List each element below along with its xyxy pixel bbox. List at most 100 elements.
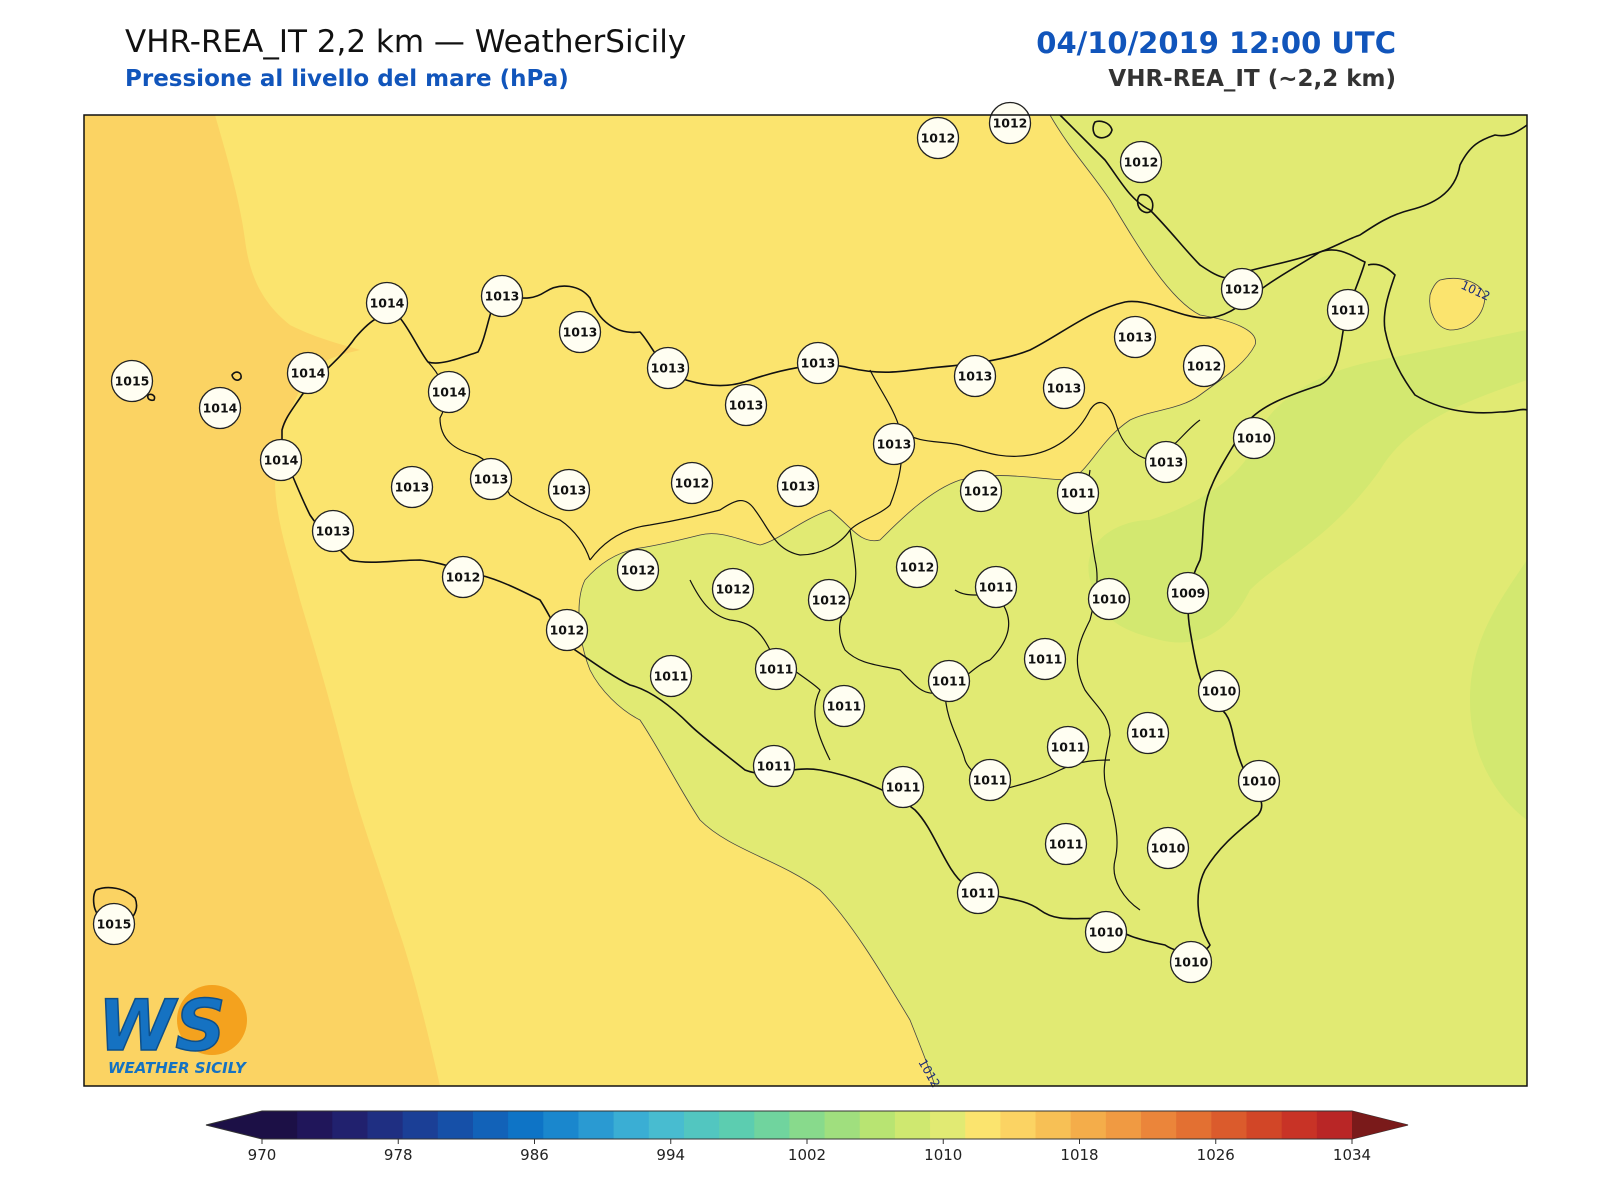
station-value: 1011 (1049, 837, 1084, 852)
station-marker: 1015 (110, 359, 154, 403)
station-value: 1014 (264, 453, 299, 468)
station-value: 1014 (370, 296, 405, 311)
station-marker: 1014 (259, 438, 303, 482)
aeolian-island-2 (1136, 193, 1154, 214)
station-circle (1084, 910, 1128, 954)
station-circle (259, 438, 303, 482)
station-marker: 1012 (616, 548, 660, 592)
station-circle (547, 468, 591, 512)
west-island-1 (231, 371, 242, 381)
station-circle (1087, 577, 1131, 621)
station-value: 1013 (729, 398, 764, 413)
station-circle (1144, 440, 1188, 484)
station-circle (1119, 140, 1163, 184)
station-marker: 1013 (1144, 440, 1188, 484)
station-circle (110, 359, 154, 403)
station-marker: 1013 (1042, 366, 1086, 410)
station-circle (441, 555, 485, 599)
station-marker: 1012 (545, 608, 589, 652)
aeolian-island-1 (1092, 120, 1113, 139)
station-circle (1237, 759, 1281, 803)
station-value: 1013 (651, 361, 686, 376)
station-circle (545, 608, 589, 652)
station-value: 1011 (932, 674, 967, 689)
station-value: 1011 (759, 662, 794, 677)
station-value: 1012 (964, 484, 999, 499)
station-value: 1010 (1242, 774, 1277, 789)
station-marker: 1012 (1119, 140, 1163, 184)
logo-caption: WEATHER SICILY (108, 1059, 248, 1077)
station-circle (776, 464, 820, 508)
station-value: 1012 (812, 593, 847, 608)
station-circle (807, 578, 851, 622)
station-value: 1014 (432, 385, 467, 400)
station-value: 1012 (1187, 359, 1222, 374)
station-marker: 1013 (872, 422, 916, 466)
station-marker: 1012 (441, 555, 485, 599)
station-marker: 1010 (1084, 910, 1128, 954)
station-value: 1013 (395, 480, 430, 495)
station-marker: 1012 (711, 567, 755, 611)
station-circle (754, 647, 798, 691)
station-value: 1013 (781, 479, 816, 494)
station-marker: 1013 (646, 346, 690, 390)
station-value: 1012 (1225, 282, 1260, 297)
station-value: 1010 (1174, 955, 1209, 970)
station-circle (968, 758, 1012, 802)
station-marker: 1013 (1113, 315, 1157, 359)
station-value: 1012 (446, 570, 481, 585)
station-marker: 1012 (807, 578, 851, 622)
station-circle (365, 281, 409, 325)
station-value: 1013 (316, 524, 351, 539)
station-marker: 1011 (1126, 711, 1170, 755)
station-circle (1046, 725, 1090, 769)
station-value: 1012 (993, 116, 1028, 131)
station-marker: 1013 (311, 509, 355, 553)
station-value: 1012 (675, 476, 710, 491)
station-circle (822, 684, 866, 728)
station-marker: 1009 (1166, 571, 1210, 615)
station-circle (1197, 669, 1241, 713)
station-value: 1010 (1151, 841, 1186, 856)
station-marker: 1010 (1169, 940, 1213, 984)
station-marker: 1010 (1197, 669, 1241, 713)
isobar-1012-pocket-line (1429, 278, 1486, 331)
station-value: 1014 (291, 366, 326, 381)
pressure-band-1008-south (1470, 560, 1527, 820)
pressure-pocket-1012 (1429, 278, 1485, 330)
station-value: 1011 (1331, 303, 1366, 318)
station-circle (670, 461, 714, 505)
calabria-coast (1059, 114, 1528, 279)
station-circle (1220, 267, 1264, 311)
station-circle (616, 548, 660, 592)
station-circle (649, 654, 693, 698)
pressure-band-1015 (84, 115, 440, 1086)
station-marker: 1013 (953, 354, 997, 398)
station-marker: 1013 (796, 341, 840, 385)
station-marker: 1010 (1087, 577, 1131, 621)
station-marker: 1010 (1237, 759, 1281, 803)
station-marker: 1011 (1044, 822, 1088, 866)
station-value: 1011 (654, 669, 689, 684)
station-marker: 1012 (895, 545, 939, 589)
station-value: 1013 (474, 472, 509, 487)
station-circle (916, 116, 960, 160)
station-marker: 1013 (776, 464, 820, 508)
station-circle (1113, 315, 1157, 359)
station-circle (1146, 826, 1190, 870)
page-title: VHR-REA_IT 2,2 km — WeatherSicily (125, 24, 687, 60)
logo-mark: WS (98, 985, 226, 1067)
west-island-2 (147, 393, 156, 402)
station-value: 1011 (757, 759, 792, 774)
station-value: 1013 (552, 483, 587, 498)
station-value: 1011 (979, 580, 1014, 595)
station-circle (558, 310, 602, 354)
station-marker: 1010 (1232, 416, 1276, 460)
station-circle (469, 457, 513, 501)
station-value: 1011 (961, 886, 996, 901)
station-circle (646, 346, 690, 390)
station-circle (198, 386, 242, 430)
station-circle (956, 871, 1000, 915)
station-marker: 1013 (547, 468, 591, 512)
